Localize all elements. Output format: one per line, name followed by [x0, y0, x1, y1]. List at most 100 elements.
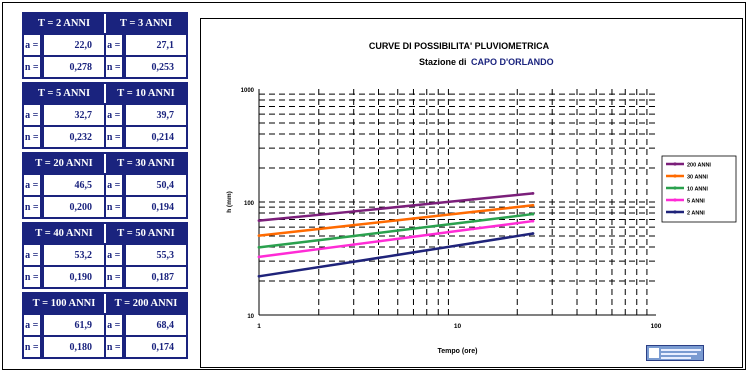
table-header-right: T = 3 ANNI	[119, 18, 173, 29]
param-n-label: n =	[24, 127, 42, 147]
legend-label: 10 ANNI	[687, 187, 708, 193]
param-n-value: 0,232	[43, 127, 104, 147]
param-n-value: 0,194	[125, 197, 186, 217]
data-point	[412, 227, 415, 231]
param-a-value: 22,0	[43, 35, 104, 55]
chart-title: CURVE DI POSSIBILITA' PLUVIOMETRICA	[369, 41, 550, 51]
data-point	[412, 217, 415, 220]
data-point	[257, 274, 261, 278]
table-header-left: T = 2 ANNI	[24, 14, 106, 33]
x-tick-label: 100	[651, 323, 662, 330]
y-tick-label: 1000	[241, 88, 255, 94]
param-n-label: n =	[106, 267, 124, 287]
param-n-label: n =	[24, 267, 42, 287]
return-period-table: T = 40 ANNI T = 50 ANNI a = 53,2 a = 55,3 n = 0…	[22, 222, 188, 289]
param-a-value: 53,2	[43, 245, 104, 265]
x-tick-label: 1	[257, 323, 261, 330]
data-point	[531, 219, 535, 223]
param-a-label: a =	[24, 315, 42, 335]
param-a-label: a =	[24, 105, 42, 125]
param-a-label: a =	[106, 105, 124, 125]
data-point	[471, 210, 475, 214]
legend-marker	[673, 210, 677, 214]
return-period-table: T = 2 ANNI T = 3 ANNI a = 22,0 a = 27,1 n = 0,2…	[22, 12, 188, 79]
legend-marker	[673, 174, 677, 178]
param-n-label: n =	[106, 127, 124, 147]
data-point	[471, 227, 475, 231]
data-point	[531, 212, 535, 216]
data-point	[257, 219, 261, 223]
table-header-left: T = 100 ANNI	[24, 294, 106, 313]
data-point	[257, 255, 261, 259]
legend-label: 2 ANNI	[687, 211, 705, 217]
publisher-logo	[646, 345, 704, 361]
data-point	[412, 235, 415, 239]
param-n-value: 0,253	[125, 57, 186, 77]
data-point	[352, 234, 356, 238]
return-period-table: T = 100 ANNI T = 200 ANNI a = 61,9 a = 68,4 n …	[22, 292, 188, 359]
param-n-value: 0,214	[125, 127, 186, 147]
param-a-value: 50,4	[125, 175, 186, 195]
table-header-right: T = 30 ANNI	[117, 158, 175, 169]
param-n-label: n =	[106, 337, 124, 357]
legend-marker	[673, 186, 677, 190]
param-n-label: n =	[24, 337, 42, 357]
legend-label: 200 ANNI	[687, 163, 711, 169]
data-point	[352, 210, 356, 213]
param-a-value: 55,3	[125, 245, 186, 265]
legend-label: 30 ANNI	[687, 175, 708, 181]
param-a-value: 32,7	[43, 105, 104, 125]
table-header-right: T = 50 ANNI	[117, 228, 175, 239]
table-header-right: T = 200 ANNI	[114, 298, 178, 309]
data-point	[471, 241, 475, 245]
table-header-right: T = 10 ANNI	[117, 88, 175, 99]
y-axis-label: h (mm)	[226, 191, 233, 213]
param-n-label: n =	[106, 197, 124, 217]
return-period-table: T = 5 ANNI T = 10 ANNI a = 32,7 a = 39,7 n = 0,…	[22, 82, 188, 149]
y-tick-label: 100	[244, 201, 255, 207]
param-n-label: n =	[24, 197, 42, 217]
data-point	[257, 245, 261, 249]
return-period-table: T = 20 ANNI T = 30 ANNI a = 46,5 a = 50,4 n = 0…	[22, 152, 188, 219]
legend-label: 5 ANNI	[687, 199, 705, 205]
param-n-value: 0,180	[43, 337, 104, 357]
param-n-value: 0,174	[125, 337, 186, 357]
param-a-label: a =	[24, 35, 42, 55]
data-point	[531, 203, 535, 207]
param-a-label: a =	[106, 315, 124, 335]
table-header-left: T = 20 ANNI	[24, 154, 106, 173]
rainfall-curve-chart: CURVE DI POSSIBILITA' PLUVIOMETRICA Staz…	[226, 41, 737, 355]
param-a-label: a =	[106, 245, 124, 265]
data-point	[531, 191, 535, 195]
x-axis-label: Tempo (ore)	[438, 348, 478, 355]
param-n-value: 0,190	[43, 267, 104, 287]
data-point	[471, 219, 475, 223]
legend-marker	[673, 162, 677, 166]
data-point	[531, 232, 535, 235]
param-n-value: 0,278	[43, 57, 104, 77]
param-n-value: 0,200	[43, 197, 104, 217]
data-point	[412, 251, 415, 254]
chart-panel: CURVE DI POSSIBILITA' PLUVIOMETRICA Staz…	[200, 18, 743, 368]
param-n-label: n =	[24, 57, 42, 77]
param-a-value: 46,5	[43, 175, 104, 195]
chart-subtitle-station: CAPO D'ORLANDO	[471, 57, 554, 67]
data-point	[412, 204, 415, 207]
param-n-value: 0,187	[125, 267, 186, 287]
table-header-left: T = 40 ANNI	[24, 224, 106, 243]
x-tick-label: 10	[454, 323, 462, 330]
legend-marker	[673, 198, 677, 202]
param-a-value: 61,9	[43, 315, 104, 335]
param-n-label: n =	[106, 57, 124, 77]
data-point	[352, 243, 356, 246]
param-a-label: a =	[106, 35, 124, 55]
page-frame	[2, 2, 746, 370]
data-point	[257, 234, 261, 238]
param-a-label: a =	[106, 175, 124, 195]
param-a-label: a =	[24, 245, 42, 265]
table-header-left: T = 5 ANNI	[24, 84, 106, 103]
param-a-value: 68,4	[125, 315, 186, 335]
param-a-value: 39,7	[125, 105, 186, 125]
data-point	[471, 197, 475, 201]
param-a-label: a =	[24, 175, 42, 195]
